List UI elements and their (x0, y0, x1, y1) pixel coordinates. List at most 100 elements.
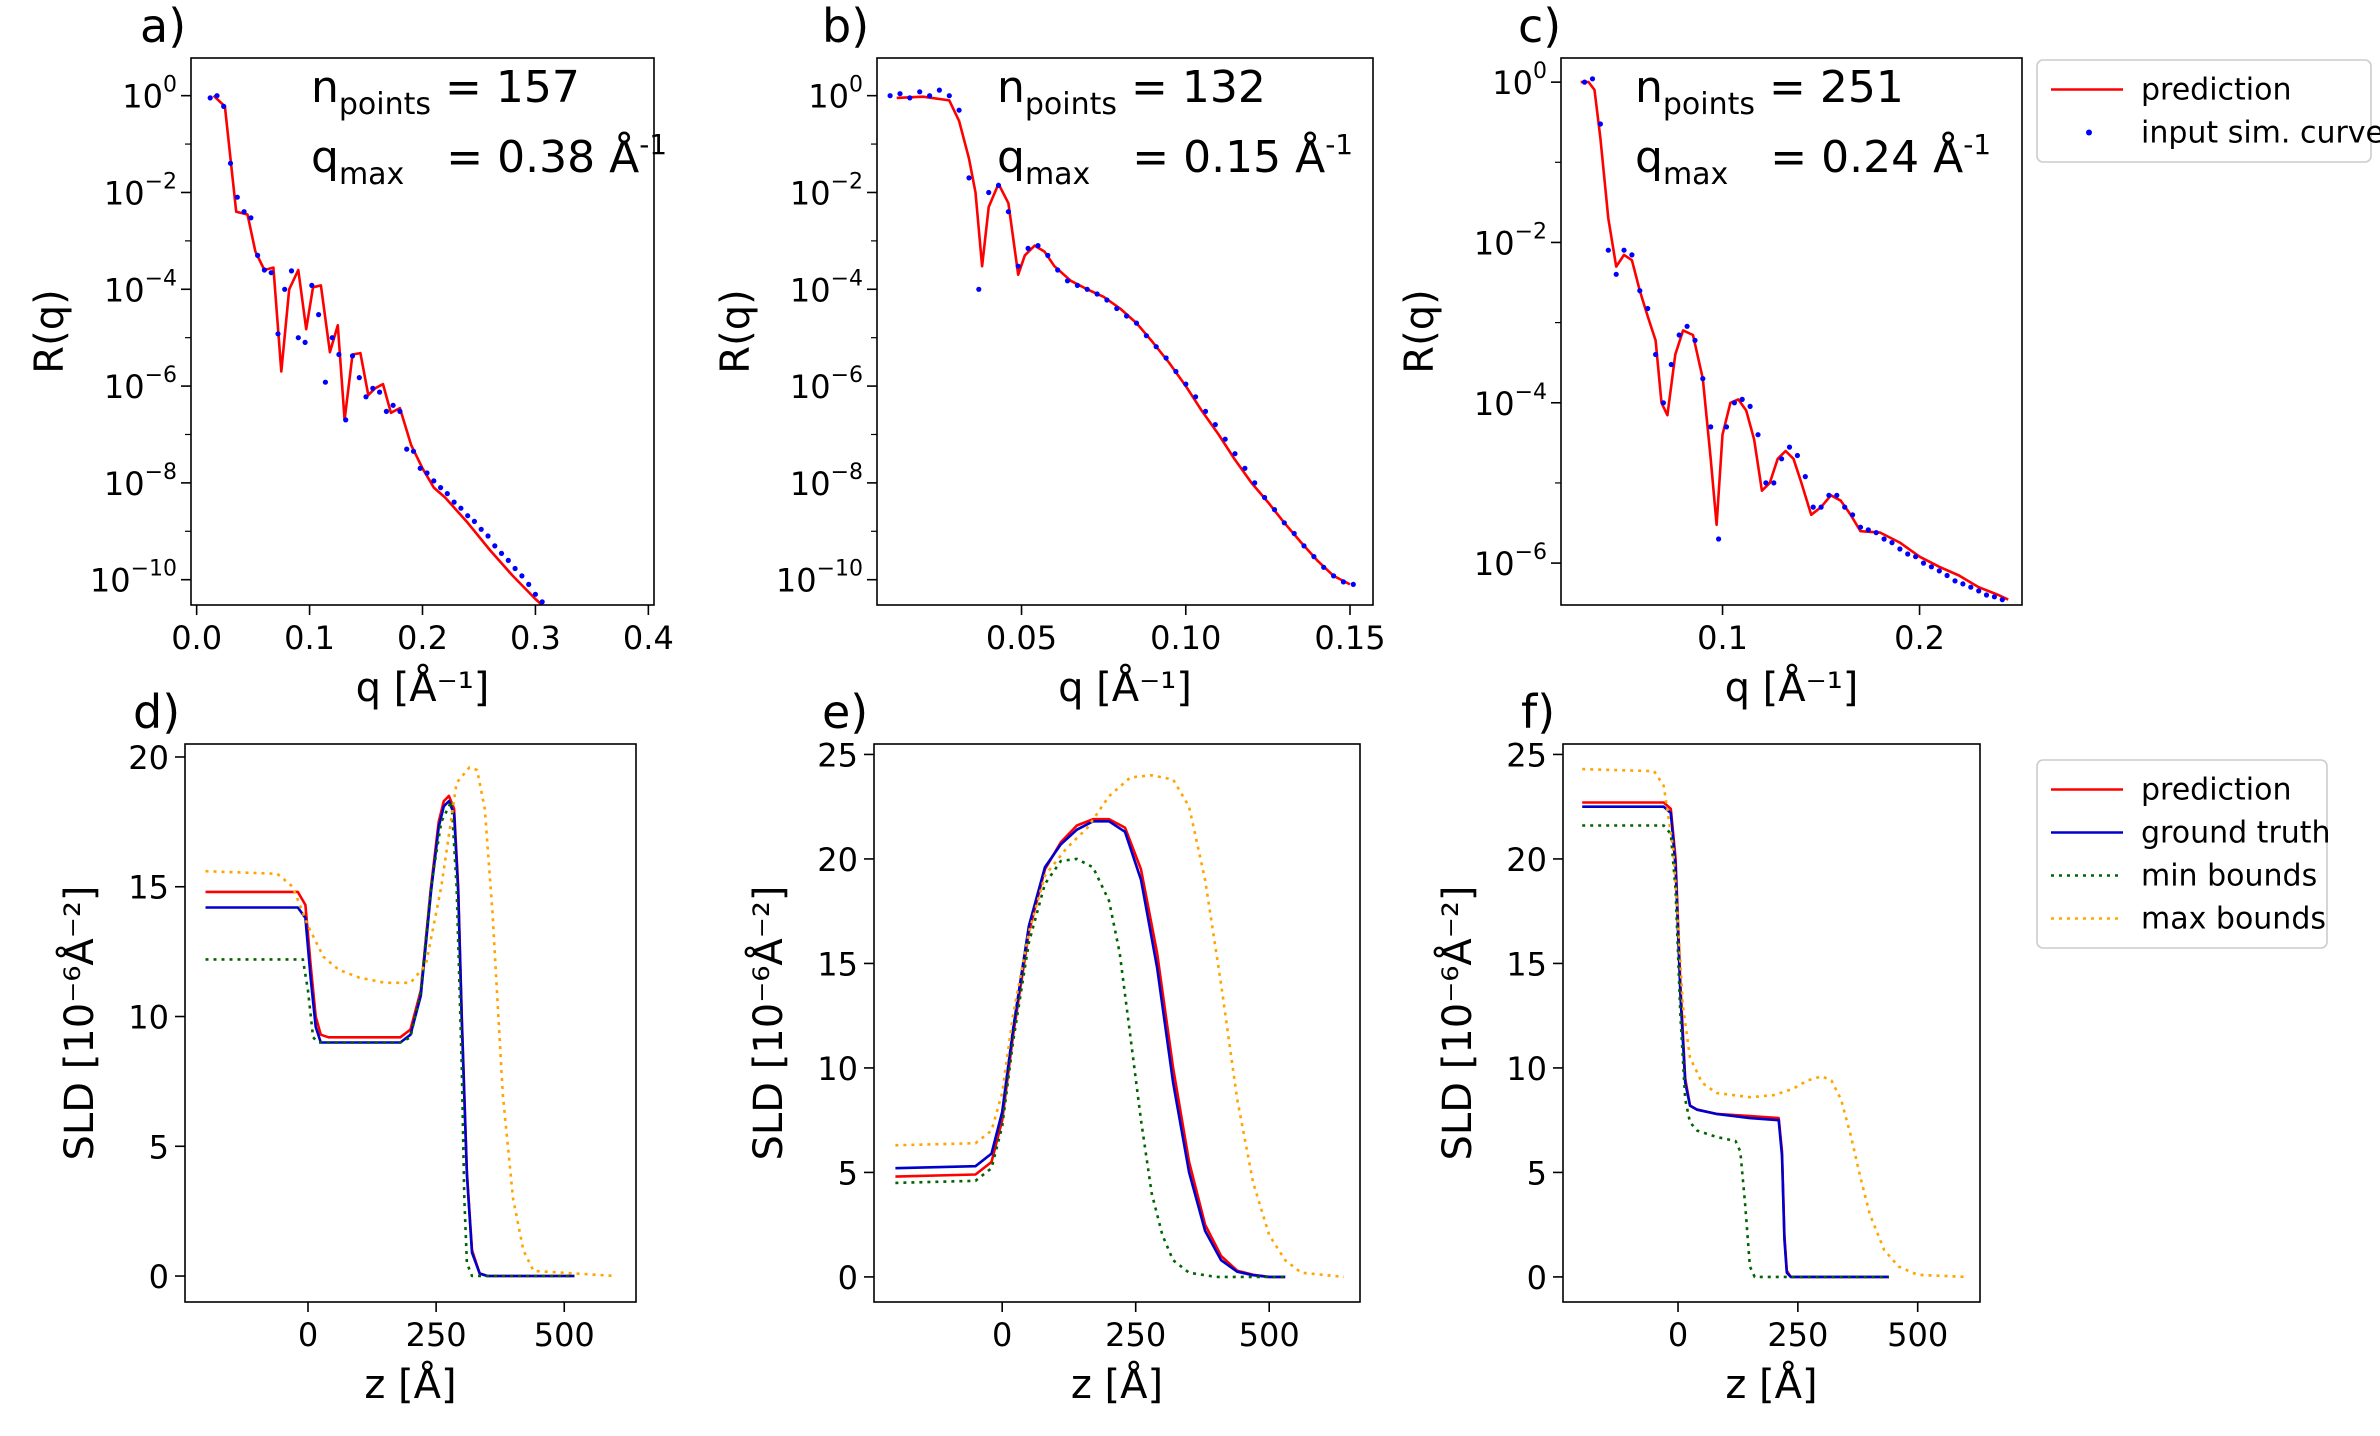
data-point (1976, 588, 1982, 594)
data-point (1025, 245, 1031, 251)
annotation-symbol: q (997, 132, 1025, 183)
annotation-subscript: points (1025, 87, 1117, 122)
y-tick-exponent: 0 (849, 73, 863, 98)
data-point (383, 408, 389, 414)
x-tick-label: 0.15 (1314, 619, 1385, 657)
x-tick-label: 0.1 (284, 619, 335, 657)
data-point (1163, 355, 1169, 361)
data-point (1944, 572, 1950, 579)
annotation-value: = 132 (1117, 62, 1266, 113)
series-line-ground-truth (205, 799, 575, 1278)
annotation-subscript: points (339, 87, 431, 122)
y-tick-base: 10 (104, 271, 145, 309)
y-tick-label: 5 (1527, 1154, 1547, 1192)
data-point (498, 550, 505, 557)
axes-frame (1560, 57, 2023, 606)
annotation-symbol: q (1635, 132, 1663, 183)
y-tick-exponent: 0 (163, 73, 177, 98)
legend-entry: prediction (2051, 773, 2292, 808)
y-tick-base: 10 (1474, 545, 1515, 583)
y-tick-label: 0 (1527, 1259, 1547, 1297)
data-point (1936, 568, 1942, 574)
data-point (1889, 540, 1895, 546)
annotation-subscript: max (1663, 157, 1728, 192)
data-point (1660, 400, 1666, 406)
data-point (621, 672, 626, 677)
data-point (1252, 480, 1258, 486)
data-point (966, 175, 972, 181)
data-point (336, 351, 342, 358)
legend-label: prediction (2141, 773, 2292, 808)
x-axis-label: q [Å⁻¹] (1058, 663, 1192, 711)
data-point (986, 189, 992, 196)
y-tick-label: 0 (149, 1258, 169, 1296)
data-point (976, 286, 982, 292)
data-point (1340, 579, 1346, 585)
data-point (214, 93, 220, 99)
data-point (377, 389, 383, 395)
legend-entry: input sim. curve (2086, 116, 2380, 151)
annotation-superscript: -1 (639, 128, 667, 161)
data-point (431, 478, 437, 484)
series-line-max-bounds (205, 766, 616, 1278)
x-tick-label: 0.05 (986, 619, 1057, 657)
data-point (1637, 288, 1643, 294)
data-point (1952, 578, 1958, 584)
data-point (1589, 76, 1596, 82)
data-point (1779, 456, 1785, 462)
y-tick-base: 10 (90, 562, 131, 600)
data-point (546, 606, 551, 611)
panel-d: d) 0 250 500 0 5 10 15 20 z [Å] SLD [10⁻⁶Å⁻²] (55, 685, 637, 1408)
y-tick-label: 10−2 (1474, 219, 1547, 262)
x-axis-label: q [Å⁻¹] (1725, 663, 1859, 711)
data-point (451, 499, 457, 505)
data-point (1928, 564, 1934, 570)
data-point (995, 182, 1002, 188)
y-tick-label: 10 (817, 1050, 858, 1088)
data-point (397, 408, 403, 414)
axes-frame (1562, 743, 1981, 1303)
data-point (1850, 512, 1856, 518)
data-point (1999, 597, 2005, 603)
data-point (1271, 507, 1278, 513)
y-tick-label: 15 (1506, 945, 1547, 983)
y-tick-exponent: −4 (1515, 380, 1547, 405)
y-tick-base: 10 (104, 368, 145, 406)
data-point (946, 93, 952, 99)
x-tick-label: 250 (1105, 1316, 1166, 1354)
y-axis-label: R(q) (713, 289, 759, 373)
data-point (1183, 381, 1189, 387)
q-max-annotation: qmax = 0.24 Å-1 (1635, 128, 1991, 192)
data-point (1716, 536, 1722, 542)
data-point (936, 87, 943, 93)
data-point (1905, 551, 1911, 557)
x-axis-label: z [Å] (1725, 1360, 1817, 1408)
data-point (1104, 297, 1110, 303)
data-point (1897, 546, 1903, 552)
x-axis-label: z [Å] (1071, 1360, 1163, 1408)
legend-bottom: prediction ground truth min bounds max boun… (2036, 759, 2331, 949)
data-point (1035, 243, 1041, 249)
y-tick-label: 0 (838, 1259, 858, 1297)
y-tick-label: 20 (1506, 841, 1547, 879)
data-point (1810, 504, 1816, 510)
x-axis-label: q [Å⁻¹] (356, 663, 490, 711)
data-point (601, 667, 606, 672)
annotation-value: = 0.24 Å (1728, 130, 1963, 183)
data-point (1983, 592, 1990, 598)
data-point (288, 268, 295, 274)
plot-area (887, 87, 1356, 588)
data-point (512, 565, 518, 572)
data-point (1692, 337, 1698, 343)
y-tick-base: 10 (122, 78, 163, 116)
x-tick-label: 250 (1767, 1316, 1828, 1354)
data-point (492, 543, 498, 549)
data-point (1802, 474, 1808, 480)
y-tick-exponent: −2 (831, 169, 863, 194)
data-point (1684, 323, 1690, 329)
data-point (241, 209, 247, 215)
data-point (526, 581, 532, 588)
y-axis-label: R(q) (1397, 289, 1443, 373)
data-point (505, 557, 511, 564)
panel-e: e) 0 250 500 0 5 10 15 20 25 z [Å] SLD [10⁻⁶Å⁻²] (744, 685, 1361, 1408)
